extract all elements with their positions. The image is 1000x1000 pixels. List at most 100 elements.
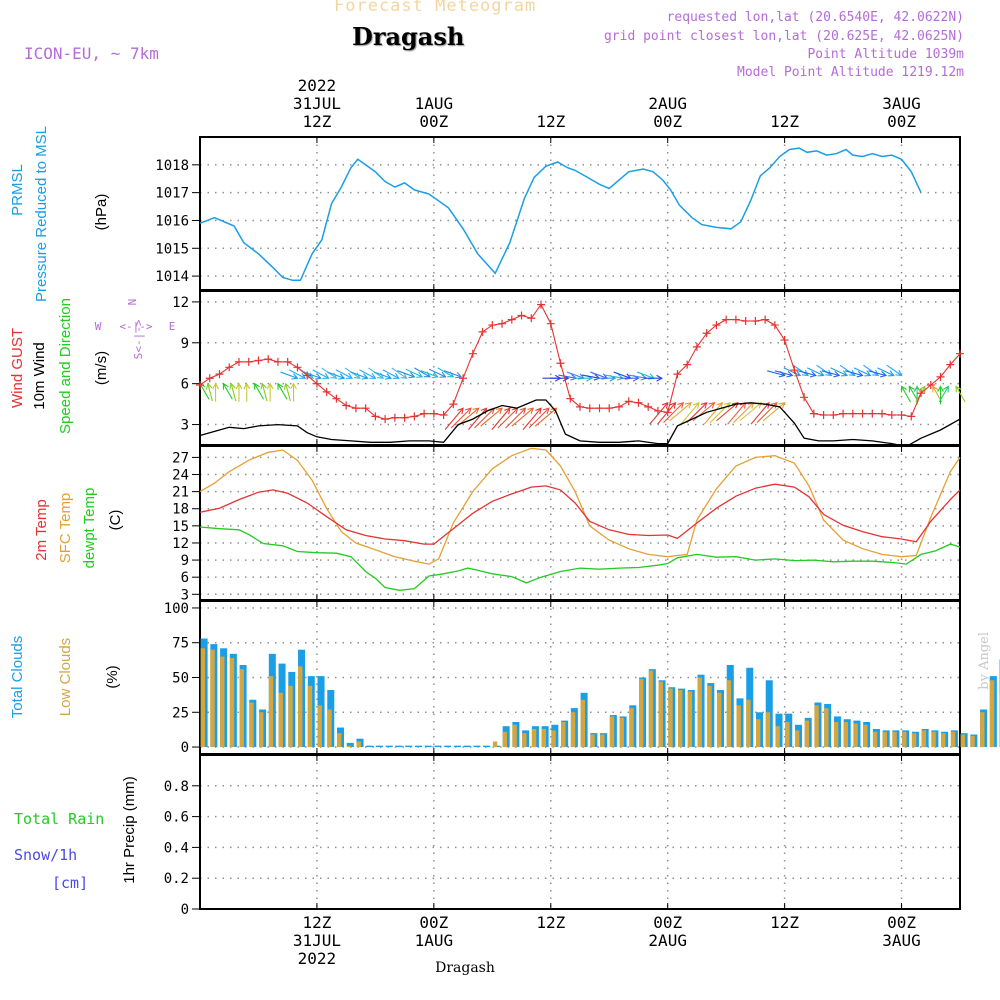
wind-arrow-head (786, 370, 794, 378)
y-tick-label: 100 (164, 601, 189, 617)
rain-label: Total Rain (14, 810, 104, 828)
time-label-top: 3AUG (882, 94, 921, 113)
wind-arrow-head (205, 382, 213, 390)
wind-arrow-head (291, 373, 299, 380)
wind-direction-arrow (657, 402, 676, 425)
wind-gust-marker (332, 394, 341, 403)
temp-2m-line (199, 483, 961, 545)
wind-gust-marker (459, 374, 468, 383)
wind-arrow-head (801, 369, 809, 377)
y-tick-label: 1015 (155, 241, 189, 257)
wind-direction-label: Speed and Direction (57, 298, 74, 434)
wind-direction-arrow (590, 371, 608, 379)
low-cloud-bar (765, 712, 771, 748)
low-cloud-bar (707, 685, 712, 748)
wind-arrow-head (384, 373, 393, 380)
wind-arrow-head (833, 370, 841, 378)
low-cloud-bar (298, 666, 303, 748)
y-tick-label: 0.6 (164, 810, 189, 826)
wind-gust-marker (868, 409, 877, 418)
wind-gust-line (199, 303, 961, 420)
wind-direction-arrow (199, 383, 210, 400)
wind-gust-marker (303, 371, 312, 380)
wind-arrow-head (431, 371, 439, 379)
wind-gust-marker (731, 315, 740, 324)
wind-direction-arrow (686, 402, 708, 423)
low-cloud-bar (970, 735, 975, 748)
wind-arrow-head (369, 372, 377, 379)
wind-arrow-head (864, 370, 872, 377)
wind-direction-arrow (497, 407, 519, 429)
wind-gust-marker (907, 412, 916, 421)
low-cloud-bar (551, 730, 556, 748)
wind-arrow-head (392, 372, 400, 379)
wind-gust-marker (751, 316, 760, 325)
low-cloud-bar (882, 731, 888, 748)
low-cloud-bar (639, 678, 644, 748)
wind-gust-marker (264, 355, 273, 364)
wind-direction-arrow (807, 367, 824, 376)
wind-gust-marker (897, 411, 906, 420)
low-cloud-bar (502, 731, 508, 748)
compass-arrow-h: <-|-> (119, 320, 152, 333)
time-label-top: 12Z (536, 112, 565, 131)
wind-direction-arrow (350, 371, 368, 379)
low-cloud-bar (755, 719, 761, 748)
time-label-bottom: 1AUG (415, 931, 454, 950)
wind-gust-marker (936, 372, 945, 381)
wind-direction-arrow (739, 402, 762, 422)
time-label-bottom: 3AUG (882, 931, 921, 950)
wind-direction-arrow (767, 370, 785, 377)
wind-gust-marker (858, 409, 867, 418)
time-label-bottom: 2AUG (648, 931, 687, 950)
wind-label: 10m Wind (31, 342, 48, 410)
wind-arrow-head (848, 369, 856, 377)
wind-arrow-head (408, 371, 416, 379)
wind-arrow-head (693, 401, 700, 409)
gust-label: Wind GUST (9, 328, 26, 408)
low-cloud-bar (356, 741, 361, 748)
wind-gust-marker (722, 315, 731, 324)
wind-direction-arrow (450, 407, 472, 429)
footer-location: Dragash (435, 960, 495, 976)
wind-arrow-head (229, 382, 236, 390)
y-tick-label: 12 (172, 536, 189, 552)
wind-gust-marker (293, 363, 302, 372)
wind-gust-marker (537, 300, 546, 309)
wind-gust-marker (498, 319, 507, 328)
wind-direction-arrow (437, 367, 454, 378)
dewpt-line (199, 526, 961, 591)
wind-arrow-head (222, 382, 229, 390)
wind-direction-arrow (649, 402, 669, 425)
pressure-label: PRMSL (9, 164, 26, 216)
wind-arrow-head (455, 371, 463, 379)
y-tick-label: 15 (172, 519, 189, 535)
low-cloud-bar (911, 733, 917, 748)
wind-gust-marker (829, 411, 838, 420)
wind-gust-marker (517, 311, 526, 320)
total-cloud-bar (434, 745, 442, 748)
time-label-bottom: 12Z (536, 913, 565, 932)
wind-arrow-head (542, 407, 550, 415)
low-cloud-bar (960, 734, 965, 748)
wind-direction-arrow (491, 407, 511, 431)
low-cloud-bar (872, 731, 878, 748)
low-cloud-bar (619, 717, 624, 748)
wind-arrow-head (840, 370, 849, 377)
wind-arrow-head (700, 401, 708, 409)
low-cloud-bar (717, 692, 722, 748)
wind-direction-arrow (886, 364, 902, 376)
wind-arrow-head (527, 407, 535, 414)
time-label-top: 31JUL (293, 94, 341, 113)
total-cloud-bar (366, 745, 374, 748)
wind-arrow-head (457, 407, 464, 415)
low-cloud-bar (814, 705, 819, 748)
wind-direction-arrow (613, 371, 631, 379)
compass-arrow-v: <-|-> (132, 319, 145, 352)
low-cloud-bar (278, 692, 283, 748)
wind-direction-arrow (558, 374, 577, 379)
wind-direction-arrow (382, 369, 400, 379)
wind-arrow-head (895, 369, 903, 377)
wind-direction-arrow (762, 402, 785, 422)
wind-direction-arrow (955, 386, 966, 403)
